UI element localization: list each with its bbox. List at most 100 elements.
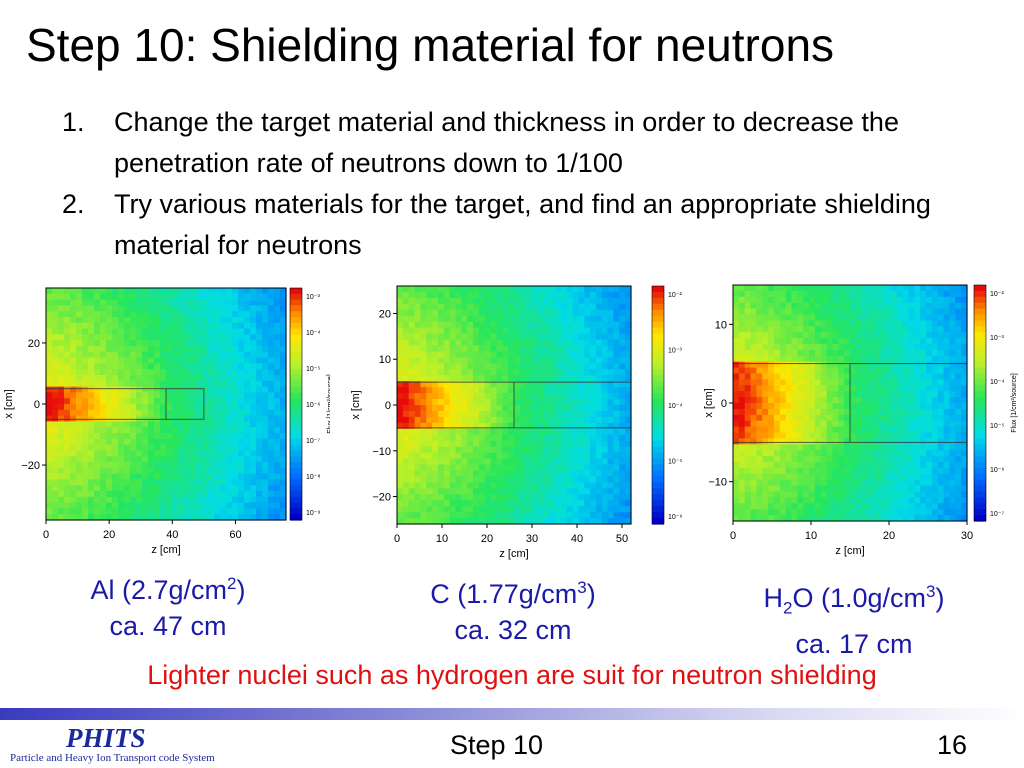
flux-cell <box>791 414 798 422</box>
flux-cell <box>274 328 281 335</box>
flux-cell <box>549 434 556 442</box>
flux-cell <box>238 340 245 347</box>
flux-cell <box>943 332 951 339</box>
flux-cell <box>478 488 486 495</box>
flux-cell <box>184 346 191 353</box>
flux-cell <box>226 357 233 364</box>
flux-cell <box>100 380 107 388</box>
flux-cell <box>738 432 746 439</box>
flux-cell <box>238 351 245 359</box>
flux-cell <box>154 485 161 492</box>
flux-cell <box>949 290 956 298</box>
flux-cell <box>832 290 839 298</box>
flux-cell <box>490 375 498 382</box>
flux-cell <box>112 473 119 480</box>
flux-cell <box>106 450 113 457</box>
flux-cell <box>148 485 155 492</box>
flux-cell <box>832 332 839 339</box>
flux-cell <box>473 303 480 311</box>
flux-cell <box>490 446 498 454</box>
flux-cell <box>733 438 740 445</box>
colorbar-segment <box>974 302 986 310</box>
flux-cell <box>572 422 579 430</box>
flux-cell <box>537 333 544 341</box>
flux-cell <box>461 315 468 323</box>
flux-cell <box>274 363 281 370</box>
flux-cell <box>625 357 632 364</box>
flux-cell <box>190 479 197 486</box>
colorbar-segment <box>974 308 986 316</box>
flux-cell <box>844 379 851 386</box>
flux-cell <box>154 346 161 353</box>
flux-cell <box>58 409 65 417</box>
flux-cell <box>554 500 562 507</box>
colorbar-segment <box>290 415 302 422</box>
flux-cell <box>595 506 603 513</box>
flux-cell <box>773 385 781 392</box>
flux-cell <box>76 322 83 330</box>
flux-cell <box>154 473 161 480</box>
flux-cell <box>508 405 515 412</box>
flux-cell <box>208 305 215 312</box>
flux-cell <box>779 338 787 345</box>
flux-cell <box>814 420 822 428</box>
flux-cell <box>832 432 839 439</box>
flux-cell <box>844 397 851 404</box>
flux-cell <box>768 385 775 392</box>
flux-cell <box>250 288 257 295</box>
flux-cell <box>531 327 538 335</box>
flux-cell <box>738 355 746 363</box>
flux-cell <box>838 373 845 380</box>
flux-cell <box>414 363 421 370</box>
flux-cell <box>855 373 863 380</box>
flux-cell <box>779 408 787 416</box>
flux-cell <box>202 508 209 515</box>
flux-cell <box>814 438 822 445</box>
flux-cell <box>220 369 227 376</box>
flux-cell <box>578 291 585 299</box>
flux-cell <box>397 387 404 394</box>
flux-cell <box>773 420 781 428</box>
flux-cell <box>408 321 416 329</box>
flux-cell <box>443 309 451 317</box>
flux-cell <box>791 497 798 504</box>
flux-cell <box>82 328 89 335</box>
flux-cell <box>855 444 863 451</box>
flux-cell <box>420 321 427 329</box>
flux-cell <box>920 485 927 493</box>
flux-cell <box>773 509 781 516</box>
flux-cell <box>220 491 227 498</box>
flux-cell <box>961 373 968 380</box>
flux-cell <box>232 322 239 330</box>
flux-cell <box>232 433 239 440</box>
flux-cell <box>214 450 221 457</box>
flux-cell <box>549 440 556 448</box>
flux-cell <box>172 462 179 469</box>
flux-cell <box>855 385 863 392</box>
flux-cell <box>826 302 834 310</box>
flux-cell <box>461 428 468 436</box>
flux-cell <box>531 303 538 311</box>
flux-cell <box>861 367 869 375</box>
flux-cell <box>814 344 822 351</box>
flux-cell <box>262 299 269 306</box>
flux-cell <box>124 467 131 475</box>
flux-cell <box>268 346 275 353</box>
flux-cell <box>890 450 898 457</box>
flux-cell <box>838 320 845 327</box>
flux-cell <box>826 397 834 404</box>
flux-cell <box>496 399 503 406</box>
flux-cell <box>873 420 880 428</box>
flux-cell <box>549 321 556 329</box>
flux-cell <box>166 299 173 306</box>
flux-cell <box>797 379 804 386</box>
flux-cell <box>566 446 574 454</box>
flux-cell <box>280 299 287 306</box>
flux-cell <box>519 428 527 436</box>
flux-cell <box>414 327 421 335</box>
flux-cell <box>208 444 215 451</box>
colorbar-segment <box>652 422 664 430</box>
flux-cell <box>791 473 798 481</box>
flux-cell <box>797 332 804 339</box>
flux-cell <box>496 297 503 305</box>
